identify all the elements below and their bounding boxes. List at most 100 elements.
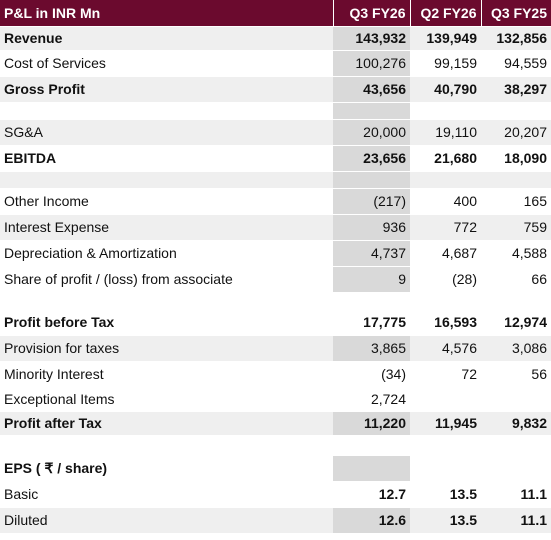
row-label: Profit after Tax [0,411,333,436]
cell-q3-fy26: 3,865 [333,335,410,362]
table-row-spacer [0,292,551,310]
cell-q3-fy26 [333,292,410,310]
table-row-spacer [0,102,551,120]
row-label: EPS ( ₹ / share) [0,455,333,482]
cell-q2-fy26: 99,159 [410,50,481,77]
cell-q3-fy25 [481,387,551,412]
table-row-other-income: Other Income (217) 400 165 [0,188,551,215]
cell-q3-fy25: 20,207 [481,119,551,146]
cell-q2-fy26 [410,435,481,456]
row-label: Minority Interest [0,361,333,388]
table-row-profit-after-tax: Profit after Tax 11,220 11,945 9,832 [0,411,551,436]
table-row-gross-profit: Gross Profit 43,656 40,790 38,297 [0,76,551,103]
cell-q3-fy25 [481,292,551,310]
row-label [0,102,333,120]
cell-q3-fy26 [333,455,410,482]
row-label: Exceptional Items [0,387,333,412]
cell-q3-fy26: 20,000 [333,119,410,146]
row-label: Depreciation & Amortization [0,240,333,267]
row-label: Share of profit / (loss) from associate [0,266,333,293]
row-label: Basic [0,481,333,508]
row-label: EBITDA [0,145,333,172]
cell-q3-fy26: 143,932 [333,26,410,51]
cell-q2-fy26: 16,593 [410,309,481,336]
cell-q2-fy26: 4,576 [410,335,481,362]
table-row-eps-basic: Basic 12.7 13.5 11.1 [0,481,551,508]
table-row-cost-of-services: Cost of Services 100,276 99,159 94,559 [0,50,551,77]
cell-q3-fy26 [333,102,410,120]
cell-q2-fy26: 4,687 [410,240,481,267]
cell-q3-fy25 [481,171,551,189]
cell-q2-fy26: 11,945 [410,411,481,436]
row-label [0,292,333,310]
cell-q2-fy26: 40,790 [410,76,481,103]
table-row-revenue: Revenue 143,932 139,949 132,856 [0,26,551,51]
cell-q3-fy26: 100,276 [333,50,410,77]
row-label: Diluted [0,507,333,534]
row-label [0,435,333,456]
row-label: Revenue [0,26,333,51]
cell-q2-fy26 [410,387,481,412]
table-row-provision-for-taxes: Provision for taxes 3,865 4,576 3,086 [0,335,551,362]
column-header-q2-fy26: Q2 FY26 [410,0,482,27]
table-row-ebitda: EBITDA 23,656 21,680 18,090 [0,145,551,172]
cell-q2-fy26: 19,110 [410,119,481,146]
cell-q3-fy26: 9 [333,266,410,293]
table-title: P&L in INR Mn [0,0,334,27]
cell-q3-fy25: 66 [481,266,551,293]
cell-q3-fy26: 2,724 [333,387,410,412]
cell-q3-fy26: (34) [333,361,410,388]
cell-q3-fy25: 9,832 [481,411,551,436]
table-row-minority-interest: Minority Interest (34) 72 56 [0,361,551,388]
cell-q3-fy25: 38,297 [481,76,551,103]
cell-q3-fy26: 12.6 [333,507,410,534]
cell-q3-fy26: 43,656 [333,76,410,103]
cell-q3-fy25: 165 [481,188,551,215]
cell-q2-fy26: 13.5 [410,507,481,534]
cell-q2-fy26: 13.5 [410,481,481,508]
cell-q2-fy26: (28) [410,266,481,293]
table-row-depreciation-amortization: Depreciation & Amortization 4,737 4,687 … [0,240,551,267]
row-label: Other Income [0,188,333,215]
table-row-profit-before-tax: Profit before Tax 17,775 16,593 12,974 [0,309,551,336]
cell-q2-fy26: 772 [410,214,481,241]
cell-q3-fy25: 12,974 [481,309,551,336]
table-row-eps-diluted: Diluted 12.6 13.5 11.1 [0,507,551,534]
table-header-row: P&L in INR Mn Q3 FY26 Q2 FY26 Q3 FY25 [0,0,551,27]
table-row-exceptional-items: Exceptional Items 2,724 [0,387,551,412]
cell-q3-fy25: 132,856 [481,26,551,51]
cell-q3-fy25: 11.1 [481,481,551,508]
cell-q3-fy26: (217) [333,188,410,215]
cell-q3-fy25 [481,455,551,482]
cell-q3-fy25: 94,559 [481,50,551,77]
cell-q3-fy26 [333,171,410,189]
cell-q3-fy25: 3,086 [481,335,551,362]
cell-q2-fy26: 400 [410,188,481,215]
cell-q3-fy25: 56 [481,361,551,388]
cell-q3-fy26: 12.7 [333,481,410,508]
cell-q3-fy25 [481,435,551,456]
cell-q3-fy26: 23,656 [333,145,410,172]
cell-q3-fy26: 4,737 [333,240,410,267]
row-label [0,171,333,189]
table-row-interest-expense: Interest Expense 936 772 759 [0,214,551,241]
cell-q3-fy25: 11.1 [481,507,551,534]
row-label: SG&A [0,119,333,146]
cell-q2-fy26 [410,292,481,310]
cell-q2-fy26 [410,455,481,482]
cell-q3-fy26 [333,435,410,456]
row-label: Cost of Services [0,50,333,77]
table-row-eps-header: EPS ( ₹ / share) [0,455,551,482]
cell-q2-fy26: 21,680 [410,145,481,172]
column-header-q3-fy26: Q3 FY26 [333,0,411,27]
table-row-spacer [0,171,551,189]
row-label: Gross Profit [0,76,333,103]
cell-q3-fy26: 936 [333,214,410,241]
column-header-q3-fy25: Q3 FY25 [481,0,551,27]
cell-q2-fy26: 139,949 [410,26,481,51]
cell-q3-fy25 [481,102,551,120]
cell-q2-fy26 [410,171,481,189]
cell-q3-fy25: 18,090 [481,145,551,172]
row-label: Interest Expense [0,214,333,241]
cell-q3-fy26: 17,775 [333,309,410,336]
